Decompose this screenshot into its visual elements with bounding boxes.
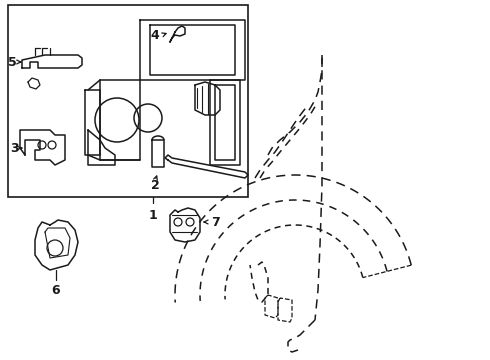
Text: 6: 6 — [51, 284, 60, 297]
Text: 7: 7 — [211, 216, 220, 229]
Bar — [8, 5, 248, 197]
Text: 2: 2 — [150, 179, 159, 192]
Text: 1: 1 — [148, 208, 157, 221]
Text: 3: 3 — [10, 141, 18, 154]
Text: 4: 4 — [150, 28, 159, 41]
Text: 5: 5 — [8, 55, 16, 68]
